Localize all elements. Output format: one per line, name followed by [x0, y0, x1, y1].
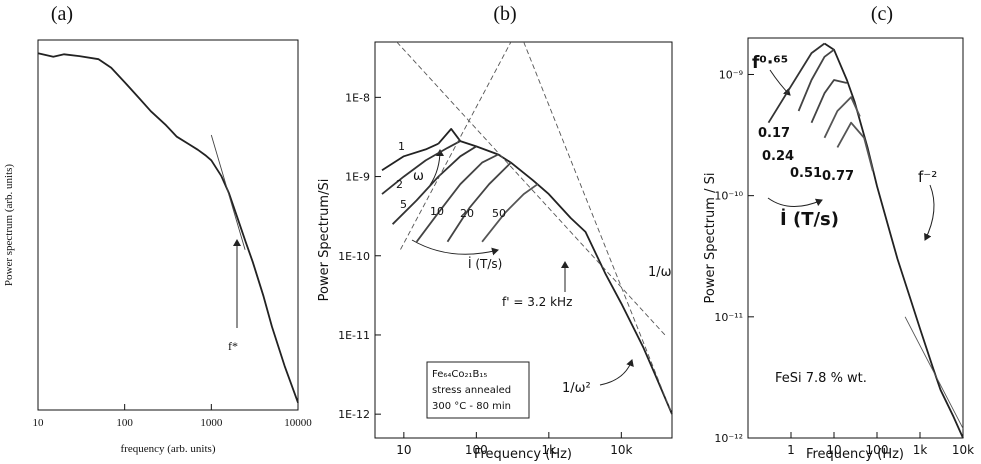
- panel: (a) frequency (arb. units) Power spectrum …: [3, 3, 312, 455]
- annotation: 300 °C - 80 min: [432, 401, 511, 412]
- reference-line: [400, 41, 512, 250]
- panel-label: (b): [493, 3, 516, 25]
- panel-label: (a): [51, 3, 73, 25]
- annotation: İ (T/s): [468, 256, 502, 271]
- annotation: f⁻²: [918, 168, 937, 186]
- x-tick-label: 10k: [952, 443, 974, 457]
- spectrum-line: [824, 42, 964, 439]
- spectrum-line: [836, 121, 874, 172]
- legend-box: [426, 361, 530, 419]
- series-label: 50: [492, 207, 506, 220]
- arrow: [599, 359, 634, 386]
- y-axis-label: Power Spectrum / Si: [703, 173, 718, 304]
- panel: (b) Frequency (Hz) Power Spectrum/Si 10 100 1…: [317, 3, 673, 462]
- y-tick-label: 10⁻¹⁰: [714, 190, 743, 203]
- arrow: [769, 69, 791, 96]
- y-tick-label: 1E-9: [345, 171, 370, 184]
- spectrum-line: [481, 183, 539, 243]
- spectrum-line: [381, 142, 439, 172]
- y-axis-label: Power Spectrum/Si: [317, 179, 332, 302]
- spectrum-line: [415, 153, 499, 243]
- y-tick-label: 1E-10: [338, 250, 370, 263]
- arrow: [411, 239, 499, 256]
- x-tick-label: 1k: [913, 443, 928, 457]
- annotation: 1/ω: [648, 265, 672, 280]
- annotation: 1/ω²: [562, 381, 591, 396]
- annotation: FeSi 7.8 % wt.: [775, 371, 867, 386]
- panel: (c) Frequency (Hz) Power Spectrum / Si 1 10 1…: [703, 3, 974, 462]
- series-label: 10: [430, 205, 444, 218]
- series-label: 0.24: [762, 149, 794, 164]
- annotation: İ (T/s): [780, 208, 839, 230]
- y-tick-label: 10⁻¹¹: [714, 311, 743, 324]
- spectrum-line: [391, 145, 477, 225]
- spectrum-line: [767, 42, 826, 124]
- annotation: f*: [228, 339, 238, 353]
- y-tick-label: 1E-11: [338, 329, 370, 342]
- x-tick-label: 10: [33, 417, 45, 429]
- series-label: 20: [460, 207, 474, 220]
- series-label: 1: [398, 140, 405, 153]
- series-label: 5: [400, 198, 407, 211]
- y-tick-label: 10⁻¹²: [714, 432, 743, 445]
- x-tick-label: 100: [866, 443, 889, 457]
- series-label: 0.51: [790, 166, 822, 181]
- x-tick-label: 1: [787, 443, 795, 457]
- plot-frame: [374, 41, 673, 439]
- y-axis-label: Power spectrum (arb. units): [3, 164, 15, 287]
- annotation: stress annealed: [432, 385, 511, 396]
- x-tick-label: 100: [465, 443, 488, 457]
- spectrum-line: [446, 161, 512, 243]
- x-axis-label: frequency (arb. units): [121, 443, 216, 455]
- y-tick-label: 1E-8: [345, 91, 370, 104]
- reference-line: [904, 316, 964, 429]
- x-tick-label: 10: [826, 443, 841, 457]
- series-label: 0.77: [822, 169, 854, 184]
- spectrum-line: [381, 140, 461, 195]
- spectrum-line: [823, 96, 861, 139]
- spectrum-line: [37, 52, 299, 404]
- annotation: ω: [413, 169, 424, 184]
- annotation: f⁰·⁶⁵: [752, 53, 788, 73]
- x-tick-label: 100: [116, 417, 133, 429]
- plot-frame: [747, 37, 964, 439]
- spectrum-line: [810, 79, 848, 124]
- annotation: f' = 3.2 kHz: [502, 295, 572, 309]
- reference-line: [396, 41, 666, 336]
- y-tick-label: 1E-12: [338, 408, 370, 421]
- arrow: [924, 184, 935, 241]
- y-tick-label: 10⁻⁹: [719, 68, 743, 81]
- x-tick-label: 10k: [610, 443, 632, 457]
- plot-frame: [37, 39, 299, 411]
- series-label: 2: [396, 178, 403, 191]
- reference-line: [210, 134, 246, 250]
- x-axis-label: Frequency (Hz): [806, 447, 904, 462]
- spectrum-line: [437, 128, 673, 415]
- x-tick-label: 10: [396, 443, 411, 457]
- arrow: [767, 197, 823, 207]
- annotation: Fe₆₄Co₂₁B₁₅: [432, 369, 487, 380]
- x-tick-label: 1k: [542, 443, 557, 457]
- x-axis-label: Frequency (Hz): [474, 447, 572, 462]
- spectrum-line: [797, 48, 835, 112]
- panel-label: (c): [871, 3, 893, 25]
- x-tick-label: 10000: [284, 417, 312, 429]
- series-label: 0.17: [758, 126, 790, 141]
- reference-line: [523, 41, 673, 415]
- x-tick-label: 1000: [200, 417, 223, 429]
